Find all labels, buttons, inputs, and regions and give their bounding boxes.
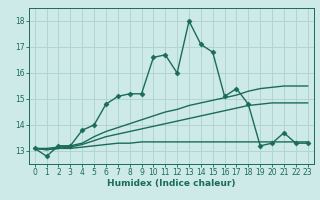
X-axis label: Humidex (Indice chaleur): Humidex (Indice chaleur) (107, 179, 236, 188)
